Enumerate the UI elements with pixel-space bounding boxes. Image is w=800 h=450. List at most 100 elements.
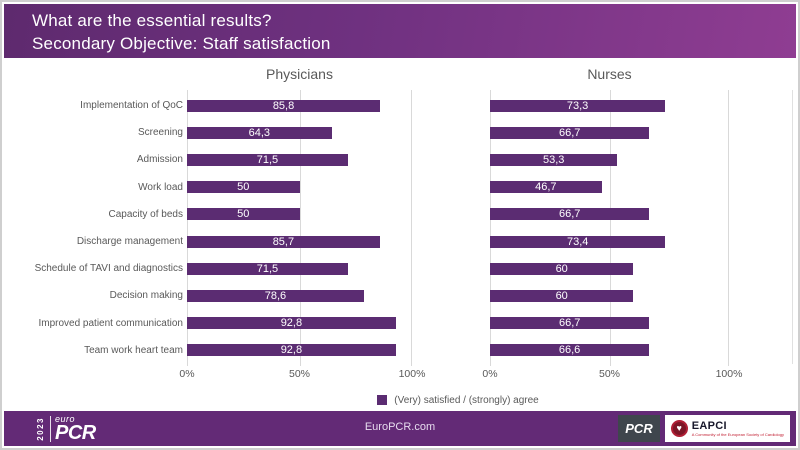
bar: 66,7 [490, 317, 650, 330]
bar-value-label: 92,8 [280, 344, 303, 357]
bar: 46,7 [490, 181, 602, 194]
europcr-logo: 2023 euro PCR [36, 414, 96, 443]
heart-icon: ♥ [670, 420, 688, 437]
bar: 73,4 [490, 235, 666, 248]
category-label: Admission [136, 154, 183, 166]
physicians-plot: 85,8 64,3 71,5 50 50 85,7 71,5 78,6 92,8 92,8 [187, 90, 412, 366]
category-label: Implementation of QoC [80, 100, 183, 112]
bar-value-label: 73,3 [566, 99, 589, 112]
bar-value-label: 66,7 [558, 126, 581, 139]
x-axis-tick: 0% [482, 368, 498, 380]
x-axis-tick: 100% [398, 368, 426, 380]
bar: 71,5 [187, 153, 348, 166]
bar-row: 92,8 [187, 337, 412, 364]
bar-row: 85,7 [187, 228, 412, 255]
legend-swatch-icon [377, 395, 388, 405]
bar-value-label: 46,7 [535, 181, 557, 194]
bar-row: 66,7 [490, 310, 729, 337]
bar-row: 66,7 [490, 119, 729, 146]
bar: 66,7 [490, 126, 650, 139]
eapci-name: EAPCI [691, 419, 727, 432]
plot-right-edge-line [792, 90, 793, 364]
bar-value-label: 50 [237, 208, 250, 221]
bar: 92,8 [187, 344, 396, 357]
gridline [728, 90, 729, 366]
legend: (Very) satisfied / (strongly) agree [187, 393, 729, 407]
gridline [609, 90, 611, 366]
gridline [411, 90, 412, 366]
gridline [299, 90, 301, 366]
bar-row: 73,4 [490, 228, 729, 255]
bar: 71,5 [187, 262, 348, 275]
bar-value-label: 73,4 [567, 235, 589, 248]
bar-row: 73,3 [490, 92, 729, 119]
nurses-plot: 73,3 66,7 53,3 46,7 66,7 73,4 60 60 66,7 66,6 [490, 90, 729, 366]
x-axis-tick: 50% [598, 368, 621, 380]
physicians-x-axis: 0% 50% 100% [179, 368, 425, 382]
bar: 66,7 [490, 208, 650, 221]
chart-title-nurses: Nurses [587, 66, 632, 82]
category-label: Team work heart team [84, 344, 183, 356]
bar-value-label: 66,6 [558, 344, 581, 357]
bar: 78,6 [187, 289, 364, 302]
x-axis-tick: 50% [288, 368, 311, 380]
bar-value-label: 66,7 [558, 208, 581, 221]
gridline [187, 90, 188, 366]
bar: 85,8 [187, 99, 381, 112]
bar-value-label: 92,8 [280, 317, 303, 330]
footer-url: EuroPCR.com [364, 421, 436, 433]
bar: 73,3 [490, 99, 666, 112]
bar: 64,3 [187, 126, 332, 139]
category-labels: Implementation of QoC Screening Admission W… [2, 92, 183, 364]
bar-value-label: 78,6 [264, 289, 287, 302]
slide-header: What are the essential results? Secondar… [4, 4, 796, 58]
category-label: Discharge management [76, 236, 183, 248]
pcr-badge: PCR [618, 415, 660, 442]
header-title-line1: What are the essential results? [32, 11, 272, 30]
bar: 53,3 [490, 153, 618, 166]
header-title-line2: Secondary Objective: Staff satisfaction [32, 34, 331, 53]
bar-row: 50 [187, 174, 412, 201]
x-axis-tick: 0% [179, 368, 195, 380]
eapci-badge: ♥ EAPCI A Community of the European Soci… [664, 415, 790, 442]
legend-label: (Very) satisfied / (strongly) agree [394, 394, 539, 406]
x-axis-tick: 100% [715, 368, 743, 380]
bar: 92,8 [187, 317, 396, 330]
bar-value-label: 60 [555, 289, 568, 302]
logo-pcr-text: PCR [55, 421, 96, 444]
bar-row: 60 [490, 282, 729, 309]
bar-row: 64,3 [187, 119, 412, 146]
category-label: Improved patient communication [38, 317, 183, 329]
bar: 50 [187, 208, 300, 221]
category-label: Capacity of beds [108, 208, 184, 220]
bar-row: 78,6 [187, 282, 412, 309]
bar-value-label: 66,7 [558, 317, 581, 330]
bar-value-label: 50 [237, 181, 250, 194]
bar-value-label: 85,8 [272, 99, 295, 112]
bar-row: 71,5 [187, 146, 412, 173]
bar: 60 [490, 289, 634, 302]
bar-row: 85,8 [187, 92, 412, 119]
nurses-x-axis: 0% 50% 100% [482, 368, 742, 382]
bar: 60 [490, 262, 634, 275]
bar-row: 66,7 [490, 201, 729, 228]
eapci-tagline: A Community of the European Society of C… [691, 431, 784, 437]
chart-title-physicians: Physicians [266, 66, 333, 82]
bar-row: 46,7 [490, 174, 729, 201]
category-label: Work load [138, 181, 183, 193]
bar-value-label: 53,3 [542, 153, 565, 166]
gridline [490, 90, 491, 366]
bar-value-label: 71,5 [256, 262, 279, 275]
logo-divider [50, 415, 51, 442]
logo-euro-text: euro [55, 413, 76, 424]
category-label: Decision making [109, 290, 183, 302]
bar-row: 60 [490, 255, 729, 282]
bar-value-label: 64,3 [248, 126, 271, 139]
bar: 85,7 [187, 235, 380, 248]
bar-row: 53,3 [490, 146, 729, 173]
category-label: Screening [137, 127, 183, 139]
bar-row: 66,6 [490, 337, 729, 364]
bar: 50 [187, 181, 300, 194]
bar-value-label: 71,5 [256, 153, 279, 166]
